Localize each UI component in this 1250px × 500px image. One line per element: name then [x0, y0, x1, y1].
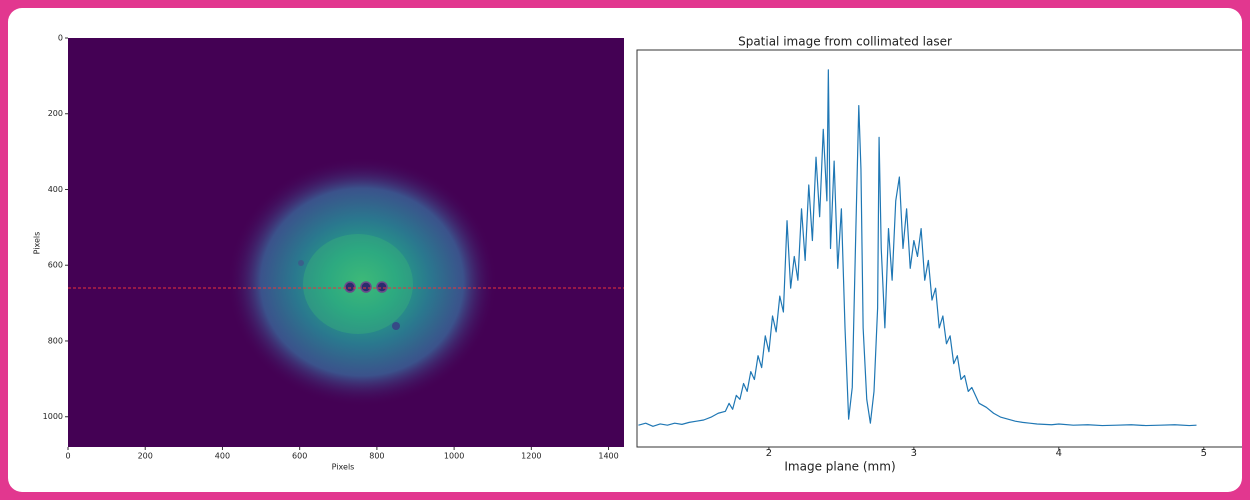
x-tick-label: 600 — [292, 452, 307, 461]
y-tick-label: 1000 — [43, 412, 63, 421]
dust-spot — [344, 281, 356, 293]
x-tick-label: 5 — [1201, 448, 1207, 459]
dust-spot — [392, 322, 400, 330]
dust-spot — [376, 281, 388, 293]
x-tick-label: 2 — [766, 448, 772, 459]
dust-spot — [298, 260, 304, 266]
x-tick-label: 400 — [215, 452, 230, 461]
x-tick-label: 800 — [369, 452, 384, 461]
beam-core — [303, 234, 413, 334]
x-axis-label: Pixels — [332, 463, 355, 472]
y-axis-label: Pixels — [33, 232, 42, 255]
x-tick-label: 4 — [1056, 448, 1062, 459]
axes-frame — [636, 49, 1242, 448]
dust-spot — [360, 281, 372, 293]
line-plot: 2 3 4 5 Spatial image from collimated laser I… — [636, 35, 1242, 474]
beam-spot — [227, 157, 497, 407]
y-tick-label: 800 — [48, 336, 63, 345]
x-axis-label: Image plane (mm) — [784, 460, 895, 474]
frame: 0 200 400 600 800 1000 1200 1400 0 200 400 600 800 10… — [8, 8, 1242, 492]
y-tick-label: 200 — [48, 109, 63, 118]
x-tick-label: 1400 — [598, 452, 618, 461]
x-tick-label: 0 — [65, 452, 70, 461]
y-tick-label: 400 — [48, 185, 63, 194]
figure: 0 200 400 600 800 1000 1200 1400 0 200 400 600 800 10… — [33, 34, 1242, 474]
x-tick-label: 1200 — [521, 452, 541, 461]
y-tick-label: 0 — [58, 34, 63, 43]
x-tick-label: 3 — [911, 448, 917, 459]
image-plot: 0 200 400 600 800 1000 1200 1400 0 200 400 600 800 10… — [33, 34, 624, 472]
data-line — [638, 69, 1197, 427]
x-tick-label: 1000 — [444, 452, 464, 461]
chart-title: Spatial image from collimated laser — [738, 35, 952, 49]
y-tick-label: 600 — [48, 261, 63, 270]
x-tick-label: 200 — [138, 452, 153, 461]
